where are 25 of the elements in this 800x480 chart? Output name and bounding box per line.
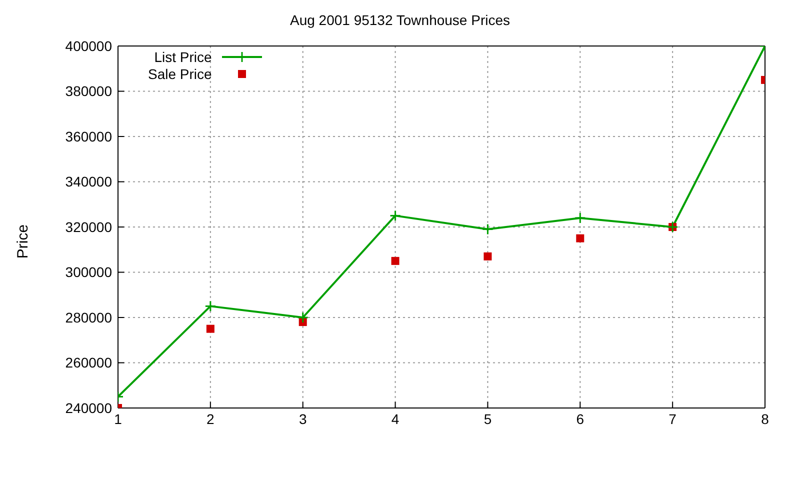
y-tick-label: 260000 (65, 354, 112, 371)
y-tick-label: 300000 (65, 264, 112, 280)
y-tick-label: 360000 (65, 128, 112, 144)
x-tick-label: 7 (668, 410, 677, 427)
y-axis-title: Price (14, 223, 32, 261)
point (391, 256, 400, 265)
x-tick-label: 4 (391, 410, 400, 427)
point (206, 324, 214, 333)
y-tick-label: 340000 (65, 174, 112, 190)
x-tick-label: 3 (298, 410, 307, 427)
y-tick-label: 400000 (65, 38, 112, 54)
x-tick-label: 5 (484, 410, 492, 427)
point (576, 234, 584, 242)
x-tick-label: 2 (206, 410, 215, 427)
x-tick-label: 6 (576, 410, 584, 427)
y-tick-label: 280000 (65, 309, 112, 326)
y-tick-label: 320000 (65, 218, 112, 235)
x-tick-label: 8 (761, 410, 770, 427)
x-tick-label: 1 (114, 410, 122, 427)
chart-title: Aug 2001 95132 Townhouse Prices (288, 12, 511, 28)
y-tick-label: 380000 (65, 83, 112, 100)
legend-label: Sale Price (148, 66, 212, 82)
point (484, 252, 492, 260)
legend-label: List Price (154, 48, 212, 64)
y-tick-label: 240000 (65, 400, 112, 416)
